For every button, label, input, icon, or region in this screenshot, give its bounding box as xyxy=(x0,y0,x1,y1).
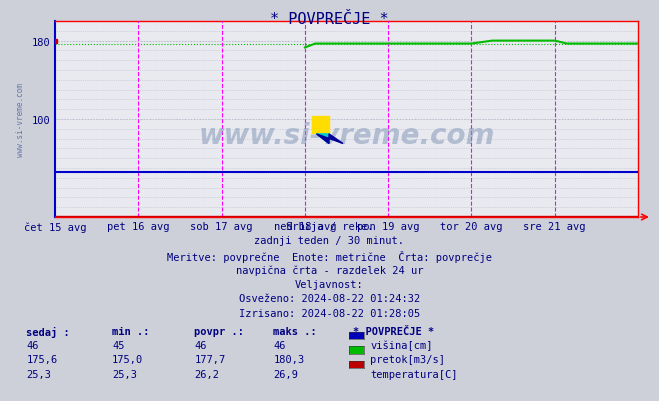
Text: 46: 46 xyxy=(26,340,39,350)
Text: www.si-vreme.com: www.si-vreme.com xyxy=(16,83,24,157)
Text: pretok[m3/s]: pretok[m3/s] xyxy=(370,354,445,365)
Text: www.si-vreme.com: www.si-vreme.com xyxy=(198,122,495,149)
Text: 46: 46 xyxy=(273,340,286,350)
Text: 26,9: 26,9 xyxy=(273,369,299,379)
Text: navpična črta - razdelek 24 ur: navpična črta - razdelek 24 ur xyxy=(236,265,423,275)
Text: Osveženo: 2024-08-22 01:24:32: Osveženo: 2024-08-22 01:24:32 xyxy=(239,294,420,304)
Text: Srbija / reke.: Srbija / reke. xyxy=(286,221,373,231)
Text: 177,7: 177,7 xyxy=(194,354,225,365)
Polygon shape xyxy=(316,135,343,144)
Text: 25,3: 25,3 xyxy=(26,369,51,379)
Text: temperatura[C]: temperatura[C] xyxy=(370,369,458,379)
Text: Izrisano: 2024-08-22 01:28:05: Izrisano: 2024-08-22 01:28:05 xyxy=(239,308,420,318)
Text: * POVPREČJE *: * POVPREČJE * xyxy=(270,12,389,27)
Text: 46: 46 xyxy=(194,340,207,350)
Text: 180,3: 180,3 xyxy=(273,354,304,365)
Text: 175,6: 175,6 xyxy=(26,354,57,365)
Text: 175,0: 175,0 xyxy=(112,354,143,365)
Text: * POVPREČJE *: * POVPREČJE * xyxy=(353,326,434,336)
Text: višina[cm]: višina[cm] xyxy=(370,340,433,350)
Text: Meritve: povprečne  Enote: metrične  Črta: povprečje: Meritve: povprečne Enote: metrične Črta:… xyxy=(167,250,492,262)
Text: 45: 45 xyxy=(112,340,125,350)
Text: zadnji teden / 30 minut.: zadnji teden / 30 minut. xyxy=(254,236,405,246)
Text: 25,3: 25,3 xyxy=(112,369,137,379)
Text: min .:: min .: xyxy=(112,326,150,336)
Text: 26,2: 26,2 xyxy=(194,369,219,379)
Text: maks .:: maks .: xyxy=(273,326,317,336)
Text: Veljavnost:: Veljavnost: xyxy=(295,279,364,289)
Bar xyxy=(312,117,329,133)
Polygon shape xyxy=(316,135,329,144)
Text: sedaj :: sedaj : xyxy=(26,326,70,337)
Text: povpr .:: povpr .: xyxy=(194,326,244,336)
